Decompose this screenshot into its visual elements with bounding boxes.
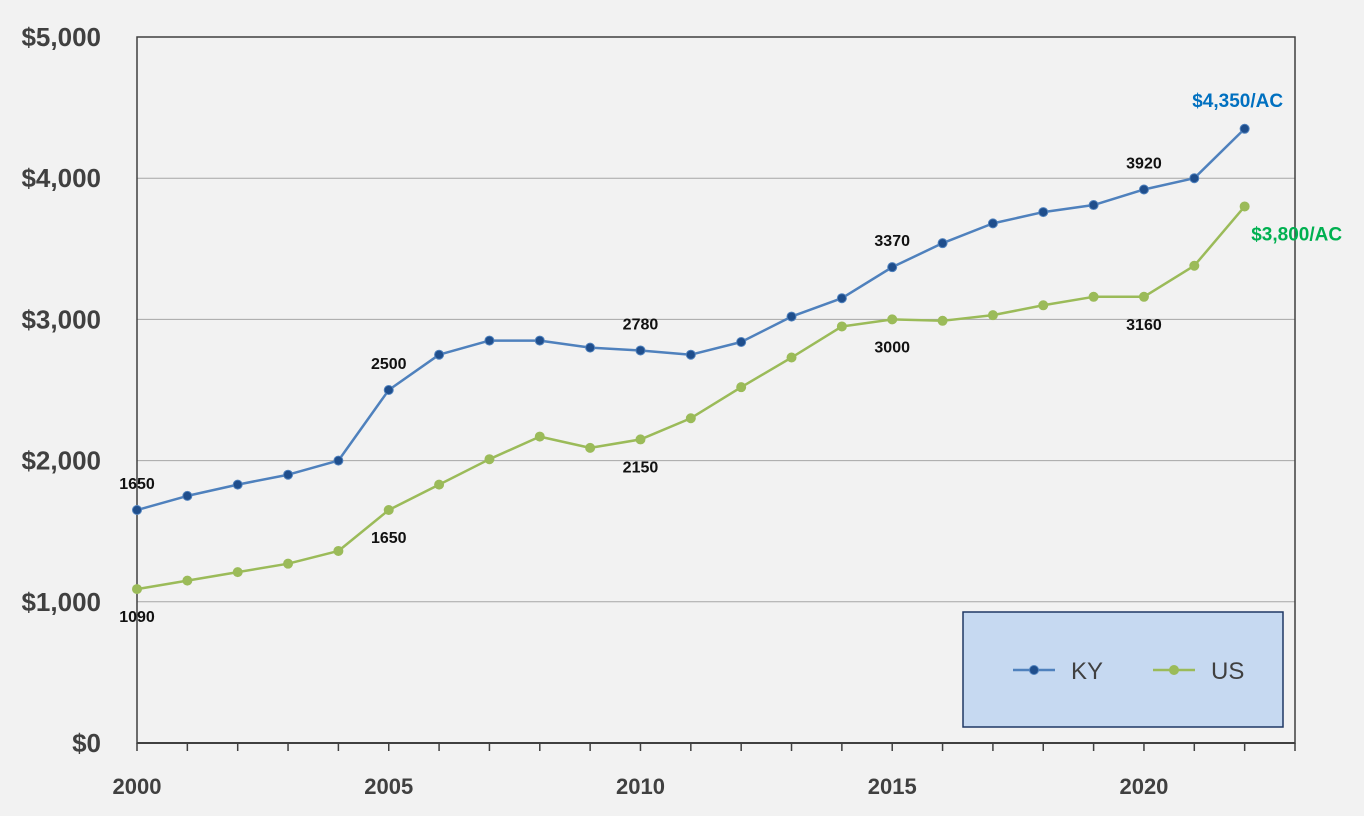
data-point-us — [132, 584, 142, 595]
data-point-us — [383, 505, 394, 516]
data-point-us — [786, 352, 797, 363]
data-point-ky — [786, 311, 797, 322]
data-label-us: 3160 — [1126, 317, 1162, 334]
data-point-us — [836, 321, 847, 332]
data-point-us — [585, 442, 596, 453]
data-point-ky — [182, 490, 193, 501]
data-point-ky — [887, 262, 898, 273]
x-tick-label: 2015 — [868, 774, 917, 799]
data-point-us — [1038, 300, 1049, 311]
data-point-ky — [534, 335, 545, 346]
data-point-us — [685, 413, 696, 424]
data-point-us — [987, 310, 998, 321]
series-line-us — [136, 205, 1246, 591]
data-label-ky: 2500 — [371, 356, 407, 373]
data-point-ky — [383, 385, 394, 395]
data-point-ky — [685, 349, 696, 360]
data-point-us — [1088, 291, 1099, 302]
data-point-ky — [132, 505, 142, 516]
data-point-us — [484, 454, 495, 465]
legend-marker-ky — [1029, 665, 1039, 675]
data-point-ky — [1239, 123, 1250, 134]
legend-marker-us — [1169, 665, 1179, 675]
data-point-ky — [1138, 184, 1149, 195]
axes — [136, 36, 1296, 751]
data-point-us — [434, 479, 445, 490]
data-point-ky — [434, 349, 445, 360]
data-label-ky: 1650 — [119, 476, 155, 493]
y-tick-label: $2,000 — [21, 446, 101, 476]
x-tick-label: 2020 — [1119, 774, 1168, 799]
data-point-us — [1189, 260, 1200, 271]
data-point-ky — [1038, 207, 1049, 218]
data-point-ky — [937, 238, 948, 249]
legend-label-us: US — [1211, 658, 1244, 685]
data-point-us — [635, 434, 646, 445]
data-point-us — [887, 314, 898, 325]
data-point-us — [1138, 291, 1149, 302]
data-point-ky — [1088, 200, 1099, 211]
data-point-us — [1239, 201, 1250, 212]
gridlines — [137, 177, 1295, 603]
data-point-us — [232, 567, 243, 578]
data-point-ky — [484, 335, 495, 346]
data-labels: 1650 2500 2780 3370 3920 1090 1650 2150 3000 3160… — [119, 91, 1342, 626]
y-tick-label: $0 — [72, 728, 101, 758]
data-point-us — [736, 382, 747, 393]
y-axis-tick-labels: $0 $1,000 $2,000 $3,000 $4,000 $5,000 — [21, 22, 101, 758]
data-point-ky — [836, 293, 847, 304]
end-label-ky: $4,350/AC — [1192, 91, 1283, 112]
x-tick-label: 2010 — [616, 774, 665, 799]
data-label-ky: 3370 — [874, 233, 910, 250]
end-label-us: $3,800/AC — [1251, 224, 1342, 245]
y-tick-label: $5,000 — [21, 22, 101, 52]
y-tick-label: $1,000 — [21, 587, 101, 617]
data-point-ky — [333, 455, 344, 466]
y-tick-label: $4,000 — [21, 163, 101, 193]
data-point-us — [937, 315, 948, 326]
data-point-us — [283, 558, 294, 569]
data-label-us: 1650 — [371, 530, 407, 547]
data-point-us — [534, 431, 545, 442]
data-point-ky — [232, 479, 243, 490]
x-tick-label: 2000 — [113, 774, 162, 799]
legend: KY US — [962, 611, 1284, 728]
data-point-ky — [1189, 173, 1200, 184]
data-point-ky — [987, 218, 998, 229]
data-point-ky — [283, 469, 294, 480]
data-point-ky — [736, 336, 747, 347]
legend-label-ky: KY — [1071, 658, 1103, 685]
data-label-us: 2150 — [623, 459, 659, 476]
data-label-us: 1090 — [119, 609, 155, 626]
data-label-us: 3000 — [874, 339, 910, 356]
data-point-ky — [585, 342, 596, 353]
x-axis-tick-labels: 2000 2005 2010 2015 2020 — [113, 774, 1169, 799]
y-tick-label: $3,000 — [21, 304, 101, 334]
data-point-ky — [635, 345, 646, 356]
data-point-us — [333, 545, 344, 556]
data-label-ky: 3920 — [1126, 155, 1162, 172]
x-tick-label: 2005 — [364, 774, 413, 799]
series-lines — [132, 123, 1250, 595]
data-label-ky: 2780 — [623, 316, 659, 333]
data-point-us — [182, 575, 193, 586]
